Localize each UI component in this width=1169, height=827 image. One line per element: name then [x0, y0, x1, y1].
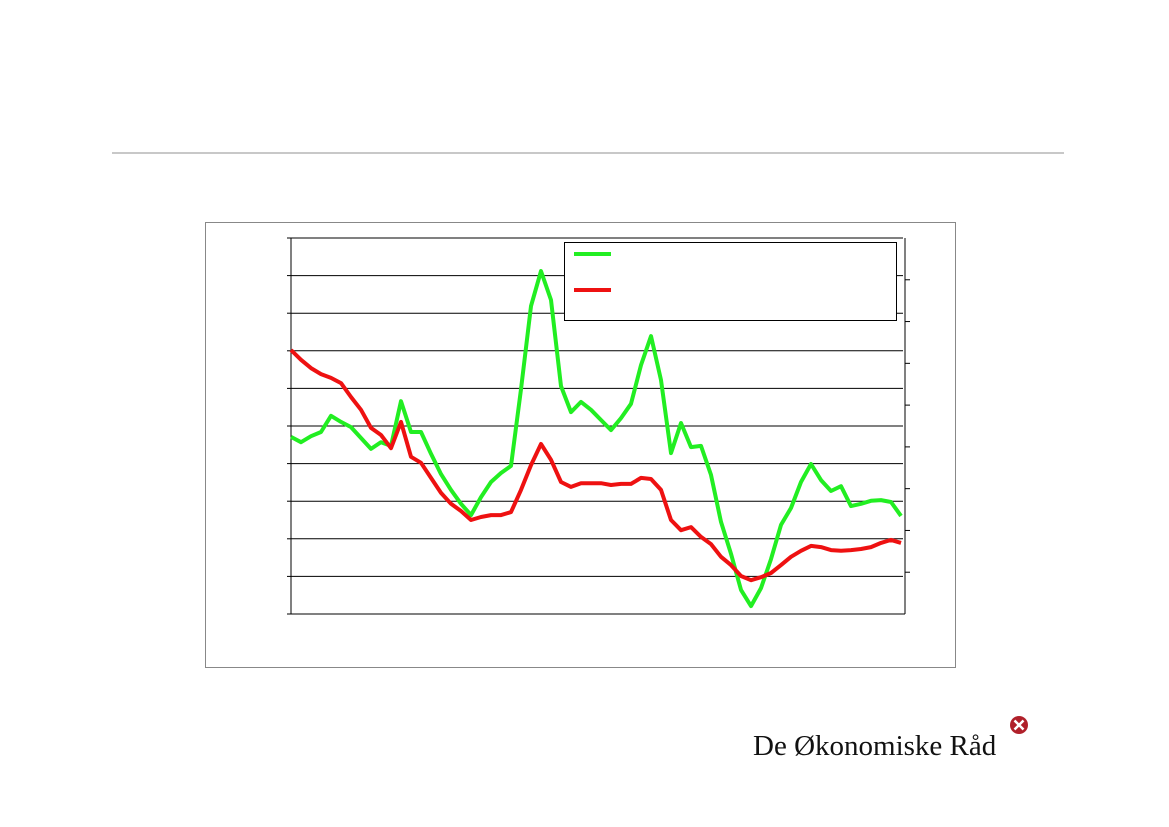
plot — [287, 237, 910, 615]
logo-text: De Økonomiske Råd — [753, 730, 997, 762]
logo-icon — [1010, 716, 1028, 734]
legend-box — [564, 242, 897, 321]
logo-cross — [1013, 719, 1025, 731]
series-line — [289, 348, 902, 583]
